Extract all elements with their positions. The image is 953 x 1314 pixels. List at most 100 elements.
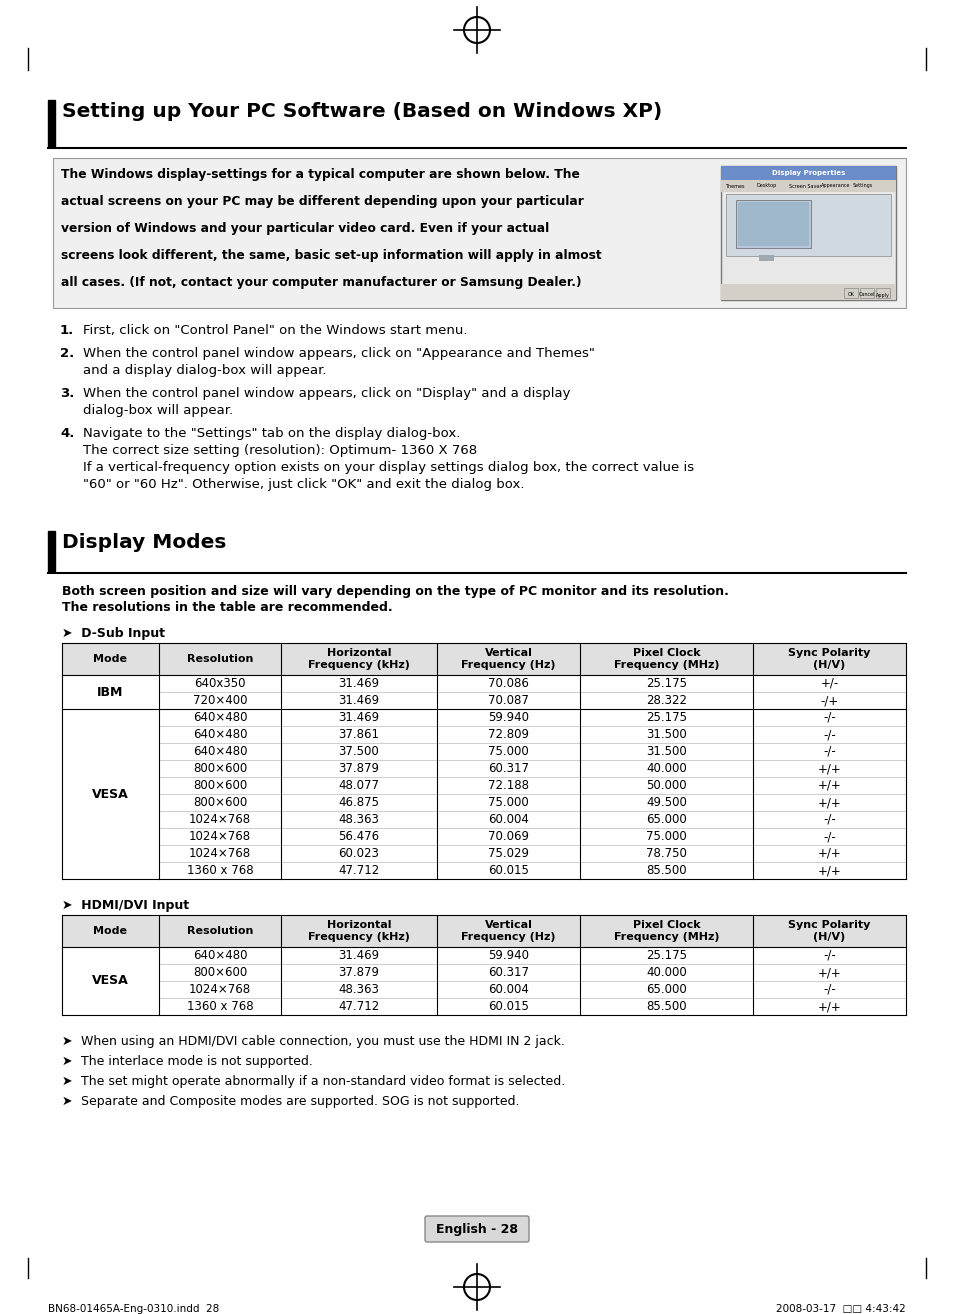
Text: First, click on "Control Panel" on the Windows start menu.: First, click on "Control Panel" on the W… [83, 325, 467, 336]
Text: -/+: -/+ [820, 694, 838, 707]
Text: +/+: +/+ [817, 865, 841, 876]
Text: Mode: Mode [93, 654, 128, 664]
Text: +/+: +/+ [817, 848, 841, 859]
Text: IBM: IBM [97, 686, 124, 699]
Text: The resolutions in the table are recommended.: The resolutions in the table are recomme… [62, 600, 393, 614]
Text: 800×600: 800×600 [193, 796, 247, 809]
Text: ➤  HDMI/DVI Input: ➤ HDMI/DVI Input [62, 899, 189, 912]
Text: Apply: Apply [875, 293, 889, 297]
Text: Vertical
Frequency (Hz): Vertical Frequency (Hz) [460, 648, 556, 670]
Text: 72.809: 72.809 [488, 728, 529, 741]
Text: dialog-box will appear.: dialog-box will appear. [83, 403, 233, 417]
Bar [720, 166, 895, 180]
Bar [875, 288, 889, 298]
Text: 1024×768: 1024×768 [189, 813, 251, 827]
Text: -/-: -/- [822, 745, 835, 758]
Text: 72.188: 72.188 [488, 779, 529, 792]
Text: 25.175: 25.175 [645, 949, 686, 962]
Text: Cancel: Cancel [858, 293, 874, 297]
Text: 48.077: 48.077 [338, 779, 379, 792]
Text: 640×480: 640×480 [193, 711, 247, 724]
Text: 60.015: 60.015 [488, 1000, 528, 1013]
Text: Horizontal
Frequency (kHz): Horizontal Frequency (kHz) [308, 920, 410, 942]
Text: The set might operate abnormally if a non-standard video format is selected.: The set might operate abnormally if a no… [81, 1075, 565, 1088]
Bar [738, 202, 808, 246]
Text: 65.000: 65.000 [645, 983, 686, 996]
Text: version of Windows and your particular video card. Even if your actual: version of Windows and your particular v… [61, 222, 549, 235]
Text: Desktop: Desktop [757, 184, 777, 188]
Text: 37.861: 37.861 [338, 728, 379, 741]
Text: 31.469: 31.469 [338, 949, 379, 962]
Text: The correct size setting (resolution): Optimum- 1360 X 768: The correct size setting (resolution): O… [83, 444, 477, 457]
Text: VESA: VESA [92, 975, 129, 988]
Text: 25.175: 25.175 [645, 711, 686, 724]
Text: 3.: 3. [60, 388, 74, 399]
Text: 800×600: 800×600 [193, 762, 247, 775]
Bar [735, 200, 810, 248]
Text: 75.000: 75.000 [488, 796, 528, 809]
Text: Pixel Clock
Frequency (MHz): Pixel Clock Frequency (MHz) [613, 648, 719, 670]
Text: 60.004: 60.004 [488, 813, 528, 827]
Bar [48, 531, 55, 572]
Text: 47.712: 47.712 [338, 865, 379, 876]
Text: Horizontal
Frequency (kHz): Horizontal Frequency (kHz) [308, 648, 410, 670]
Text: Appearance: Appearance [821, 184, 850, 188]
Text: 60.023: 60.023 [338, 848, 379, 859]
Text: 78.750: 78.750 [645, 848, 686, 859]
Text: 31.500: 31.500 [645, 745, 686, 758]
Text: ➤: ➤ [62, 1075, 72, 1088]
Bar [725, 194, 890, 256]
Text: 85.500: 85.500 [645, 1000, 686, 1013]
Text: actual screens on your PC may be different depending upon your particular: actual screens on your PC may be differe… [61, 194, 583, 208]
Text: OK: OK [846, 293, 854, 297]
FancyBboxPatch shape [424, 1215, 529, 1242]
Text: When the control panel window appears, click on "Display" and a display: When the control panel window appears, c… [83, 388, 570, 399]
Text: English - 28: English - 28 [436, 1222, 517, 1235]
Text: 49.500: 49.500 [645, 796, 686, 809]
Text: 37.500: 37.500 [338, 745, 379, 758]
Bar [720, 284, 895, 300]
Text: The interlace mode is not supported.: The interlace mode is not supported. [81, 1055, 313, 1068]
Text: 60.015: 60.015 [488, 865, 528, 876]
Text: +/+: +/+ [817, 779, 841, 792]
Text: -/-: -/- [822, 711, 835, 724]
Bar [62, 915, 905, 947]
Text: 25.175: 25.175 [645, 677, 686, 690]
Text: 59.940: 59.940 [488, 711, 529, 724]
Text: 60.317: 60.317 [488, 966, 529, 979]
Text: +/+: +/+ [817, 966, 841, 979]
Text: +/+: +/+ [817, 796, 841, 809]
Text: 75.000: 75.000 [488, 745, 528, 758]
Text: +/+: +/+ [817, 762, 841, 775]
Text: 4.: 4. [60, 427, 74, 440]
Text: screens look different, the same, basic set-up information will apply in almost: screens look different, the same, basic … [61, 248, 601, 261]
Text: all cases. (If not, contact your computer manufacturer or Samsung Dealer.): all cases. (If not, contact your compute… [61, 276, 581, 289]
Text: 65.000: 65.000 [645, 813, 686, 827]
Text: 50.000: 50.000 [645, 779, 686, 792]
Text: 60.004: 60.004 [488, 983, 528, 996]
Text: VESA: VESA [92, 787, 129, 800]
Text: 1024×768: 1024×768 [189, 830, 251, 844]
Text: 59.940: 59.940 [488, 949, 529, 962]
Text: Themes: Themes [724, 184, 743, 188]
Text: Separate and Composite modes are supported. SOG is not supported.: Separate and Composite modes are support… [81, 1095, 519, 1108]
Text: and a display dialog-box will appear.: and a display dialog-box will appear. [83, 364, 326, 377]
Text: 640x350: 640x350 [194, 677, 246, 690]
Text: -/-: -/- [822, 830, 835, 844]
Bar [720, 180, 895, 192]
Text: 46.875: 46.875 [338, 796, 379, 809]
Text: 720×400: 720×400 [193, 694, 247, 707]
Text: 28.322: 28.322 [645, 694, 686, 707]
Text: ➤: ➤ [62, 1055, 72, 1068]
Text: 31.469: 31.469 [338, 677, 379, 690]
Text: 640×480: 640×480 [193, 949, 247, 962]
Text: 85.500: 85.500 [645, 865, 686, 876]
Text: ➤: ➤ [62, 1095, 72, 1108]
Text: Both screen position and size will vary depending on the type of PC monitor and : Both screen position and size will vary … [62, 585, 728, 598]
Text: Resolution: Resolution [187, 926, 253, 936]
Text: 48.363: 48.363 [338, 813, 379, 827]
Text: ➤  D-Sub Input: ➤ D-Sub Input [62, 627, 165, 640]
Text: -/-: -/- [822, 983, 835, 996]
Text: 40.000: 40.000 [645, 762, 686, 775]
Text: If a vertical-frequency option exists on your display settings dialog box, the c: If a vertical-frequency option exists on… [83, 461, 694, 474]
